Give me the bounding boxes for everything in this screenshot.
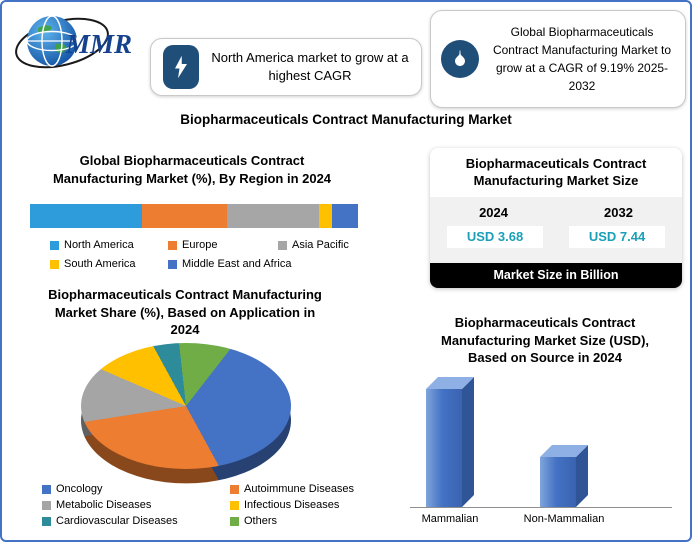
segment-asia-pacific [226,204,319,228]
legend-swatch [42,484,51,494]
flame-icon [441,40,479,78]
mmr-logo: MMR [15,15,132,69]
legend-label: North America [64,239,134,251]
legend-label: Infectious Diseases [244,499,340,511]
value-end: USD 7.44 [569,225,665,248]
legend-item-autoimmune-diseases: Autoimmune Diseases [230,483,354,495]
application-pie-chart [81,301,291,511]
pie-top-face [81,343,291,469]
page-title: Biopharmaceuticals Contract Manufacturin… [180,112,512,127]
segment-south-america [318,204,332,228]
legend-item-middle-east-and-africa: Middle East and Africa [168,258,291,270]
logo-text: MMR [65,29,132,59]
legend-label: Europe [182,239,218,251]
value-start: USD 3.68 [447,225,543,248]
legend-label: Asia Pacific [292,239,349,251]
callout-north-america-text: North America market to grow at a highes… [211,50,409,83]
callout-north-america: North America market to grow at a highes… [150,38,422,96]
market-size-footer: Market Size in Billion [430,263,682,288]
year-end: 2032 [604,204,633,220]
callout-cagr: Global Biopharmaceuticals Contract Manuf… [430,10,686,108]
legend-swatch [278,240,287,250]
legend-swatch [168,240,177,250]
legend-label: Autoimmune Diseases [244,483,355,495]
legend-swatch [50,240,59,250]
market-size-panel: Biopharmaceuticals Contract Manufacturin… [430,148,682,288]
bar-side-face [462,377,474,507]
legend-label: Others [244,515,278,527]
source-chart-title: Biopharmaceuticals Contract Manufacturin… [440,315,650,366]
legend-item-others: Others [230,515,354,527]
segment-middle-east-and-africa [331,204,358,228]
market-size-years: 2024 2032 [430,205,682,220]
application-legend: Oncology Autoimmune Diseases Metabolic Dis… [42,483,354,527]
legend-label: South America [64,258,136,270]
legend-swatch [230,516,239,526]
bar-label-non-mammalian: Non-Mammalian [523,513,605,525]
legend-swatch [42,516,51,526]
legend-swatch [168,259,177,269]
region-stacked-bar [30,204,358,228]
lightning-icon [163,45,199,89]
year-start: 2024 [479,204,508,220]
legend-label: Middle East and Africa [182,258,292,270]
market-size-title: Biopharmaceuticals Contract Manufacturin… [430,148,682,197]
legend-item-oncology: Oncology [42,483,230,495]
market-size-values: USD 3.68 USD 7.44 [430,225,682,248]
legend-label: Cardiovascular Diseases [56,515,178,527]
segment-north-america [30,204,142,228]
source-bar-chart: Mammalian Non-Mammalian [410,374,672,525]
application-chart-title: Biopharmaceuticals Contract Manufacturin… [48,287,322,338]
bar-front-face [540,457,576,507]
segment-europe [141,204,227,228]
legend-item-asia-pacific: Asia Pacific [278,239,349,251]
legend-item-cardiovascular-diseases: Cardiovascular Diseases [42,515,230,527]
bar-front-face [426,389,462,507]
legend-swatch [230,500,239,510]
legend-item-north-america: North America [50,239,168,251]
legend-swatch [42,500,51,510]
legend-item-south-america: South America [50,258,168,270]
legend-item-europe: Europe [168,239,278,251]
legend-item-metabolic-diseases: Metabolic Diseases [42,499,230,511]
legend-swatch [50,259,59,269]
region-legend: North America Europe Asia Pacific South Ame… [50,239,349,270]
legend-label: Oncology [56,483,103,495]
legend-label: Metabolic Diseases [56,499,152,511]
callout-cagr-text: Global Biopharmaceuticals Contract Manuf… [492,25,672,93]
bar-label-mammalian: Mammalian [421,513,479,525]
legend-swatch [230,484,239,494]
legend-item-infectious-diseases: Infectious Diseases [230,499,354,511]
region-chart-title: Global Biopharmaceuticals Contract Manuf… [52,153,332,186]
